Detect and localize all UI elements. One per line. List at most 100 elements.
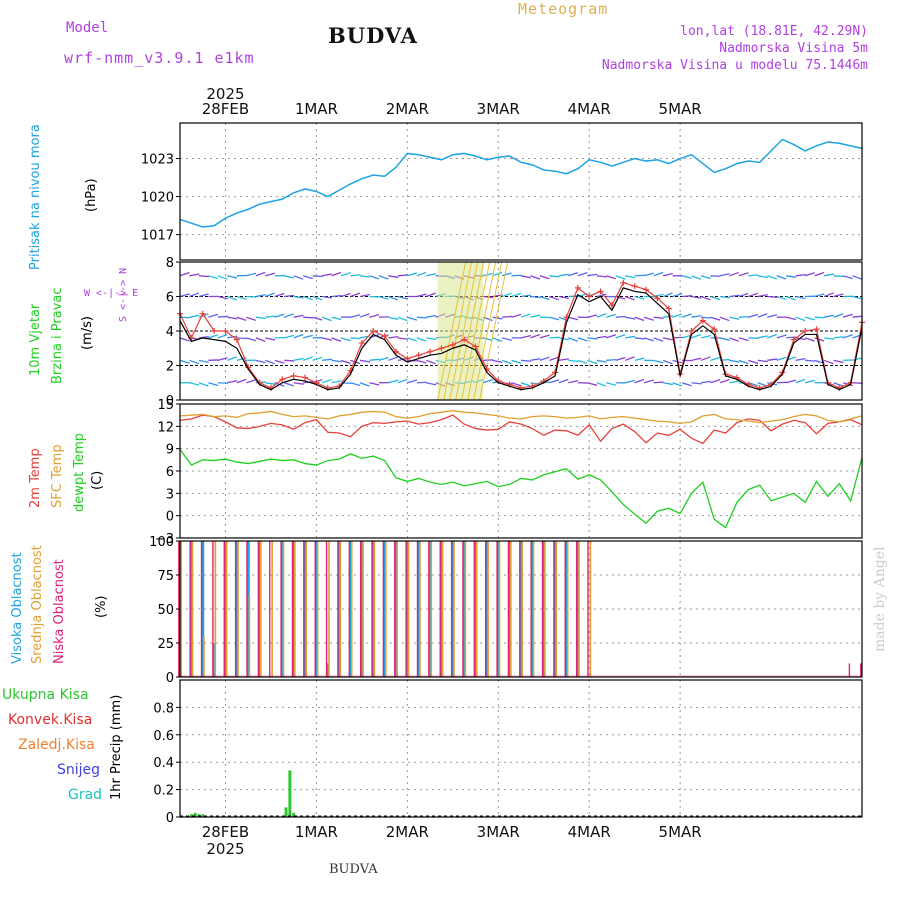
cloud-low-bar: [269, 541, 271, 677]
wind-arrow: [369, 382, 380, 386]
wind-arrow: [530, 382, 541, 386]
wind-arrow: [179, 293, 190, 298]
y-tick-label: 6: [166, 465, 174, 480]
cloud-mid-bar: [328, 541, 330, 677]
wind-arrow: [653, 316, 664, 320]
wind-arrow: [340, 272, 351, 277]
wind-arrow: [767, 314, 778, 318]
precip-bar: [201, 814, 205, 817]
wind-arrow: [587, 382, 598, 386]
wind-arrow: [397, 295, 408, 300]
wind-arrow: [520, 334, 531, 339]
wind-arrow: [795, 316, 806, 322]
wind-arrow: [672, 293, 683, 298]
wind-arrow: [217, 357, 228, 361]
wind-arrow: [293, 314, 304, 318]
wind-arrow: [350, 337, 361, 340]
wind-arrow: [558, 337, 569, 341]
cloud-mid-bar: [498, 541, 501, 677]
wind-gust-marker: [222, 328, 229, 334]
cloud-low-bar: [485, 541, 487, 677]
wind-arrow: [217, 333, 228, 339]
y-tick-label: 0: [166, 394, 174, 409]
wind-arrow: [388, 316, 399, 320]
wind-arrow: [710, 378, 721, 384]
wind-arrow: [312, 356, 323, 361]
wind-arrow: [369, 358, 380, 361]
cloud-mid-bar: [385, 541, 387, 677]
wind-arrow: [833, 275, 844, 278]
wind-arrow: [378, 356, 389, 361]
wind-arrow: [530, 314, 541, 318]
wind-arrow: [388, 275, 399, 279]
cloud-mid-bar: [180, 541, 182, 677]
bottom-year-label: 2025: [206, 840, 244, 858]
wind-arrow: [577, 271, 588, 277]
wind-arrow: [501, 292, 512, 298]
cloud-high-bar: [326, 663, 330, 677]
cloud-low-bar: [314, 541, 316, 677]
wind-arrow: [738, 292, 749, 298]
wind-arrow: [691, 314, 702, 318]
wind-arrow: [293, 357, 304, 361]
wind-arrow: [198, 293, 209, 298]
wind-arrow: [757, 275, 768, 279]
wind-arrow: [236, 337, 247, 340]
model-name: wrf-nmm_v3.9.1 e1km: [64, 49, 255, 67]
cloud-mid-bar: [521, 541, 523, 677]
wind-arrow: [236, 378, 247, 384]
wind-arrow: [530, 275, 541, 280]
wind-arrow: [568, 337, 579, 342]
wind-arrow: [549, 275, 560, 278]
wind-arrow: [710, 295, 721, 301]
cloud-mid-bar: [191, 541, 194, 677]
wind-arrow: [700, 380, 711, 384]
cloud-low-bar: [257, 541, 260, 677]
wind-arrow: [568, 379, 579, 384]
cloud-mid-bar: [362, 541, 364, 677]
y-tick-label: 3: [166, 487, 174, 502]
cloud-low-bar: [280, 541, 282, 677]
wind-arrow: [643, 337, 654, 342]
cloud-low-bar: [337, 541, 339, 677]
wind-arrow: [331, 359, 342, 363]
wind-gust-marker: [699, 317, 706, 324]
cloud-mid-bar: [248, 595, 251, 677]
model-elevation-text: Nadmorska Visina u modelu 75.1446m: [601, 58, 868, 73]
wind-arrow: [303, 316, 314, 319]
cloud-mid-bar: [532, 541, 535, 677]
cloud-low-bar: [462, 541, 464, 677]
wind-arrow: [805, 379, 816, 384]
wind-arrow: [691, 333, 702, 339]
wind-arrow: [842, 275, 853, 280]
cloud-high-bar: [542, 541, 546, 677]
wind-arrow: [283, 382, 294, 387]
wind-arrow: [615, 356, 626, 361]
wind-arrow: [539, 275, 550, 280]
top-day-label: 28FEB: [202, 100, 249, 118]
wind-arrow: [852, 357, 863, 361]
wind-arrow: [804, 337, 815, 342]
y-tick-label: 0.2: [153, 784, 174, 799]
strong-wind-hatch: [467, 261, 497, 401]
wind-arrow: [189, 314, 200, 318]
temp-sfc-line: [179, 410, 863, 425]
cloud-mid-bar: [441, 541, 444, 677]
y-tick-label: −3: [155, 532, 174, 547]
wind-arrow: [350, 273, 361, 277]
cloud-low-bar: [553, 541, 555, 677]
cloud-mid-bar: [544, 541, 546, 677]
wind-arrow: [482, 379, 493, 384]
bottom-day-label: 1MAR: [295, 823, 338, 841]
wind-compass-we: W <-|-> E: [84, 288, 139, 299]
cloud-low-bar: [359, 541, 362, 677]
wind-arrow: [520, 382, 531, 387]
cloud-low-bar: [519, 541, 521, 677]
wind-arrow: [625, 379, 636, 384]
wind-arrow: [549, 356, 560, 361]
wind-arrow: [729, 294, 740, 298]
cloud-high-bar: [371, 541, 375, 677]
elevation-text: Nadmorska Visina 5m: [719, 41, 868, 56]
wind-arrow: [719, 273, 730, 277]
meteogram-label: Meteogram: [518, 0, 609, 18]
